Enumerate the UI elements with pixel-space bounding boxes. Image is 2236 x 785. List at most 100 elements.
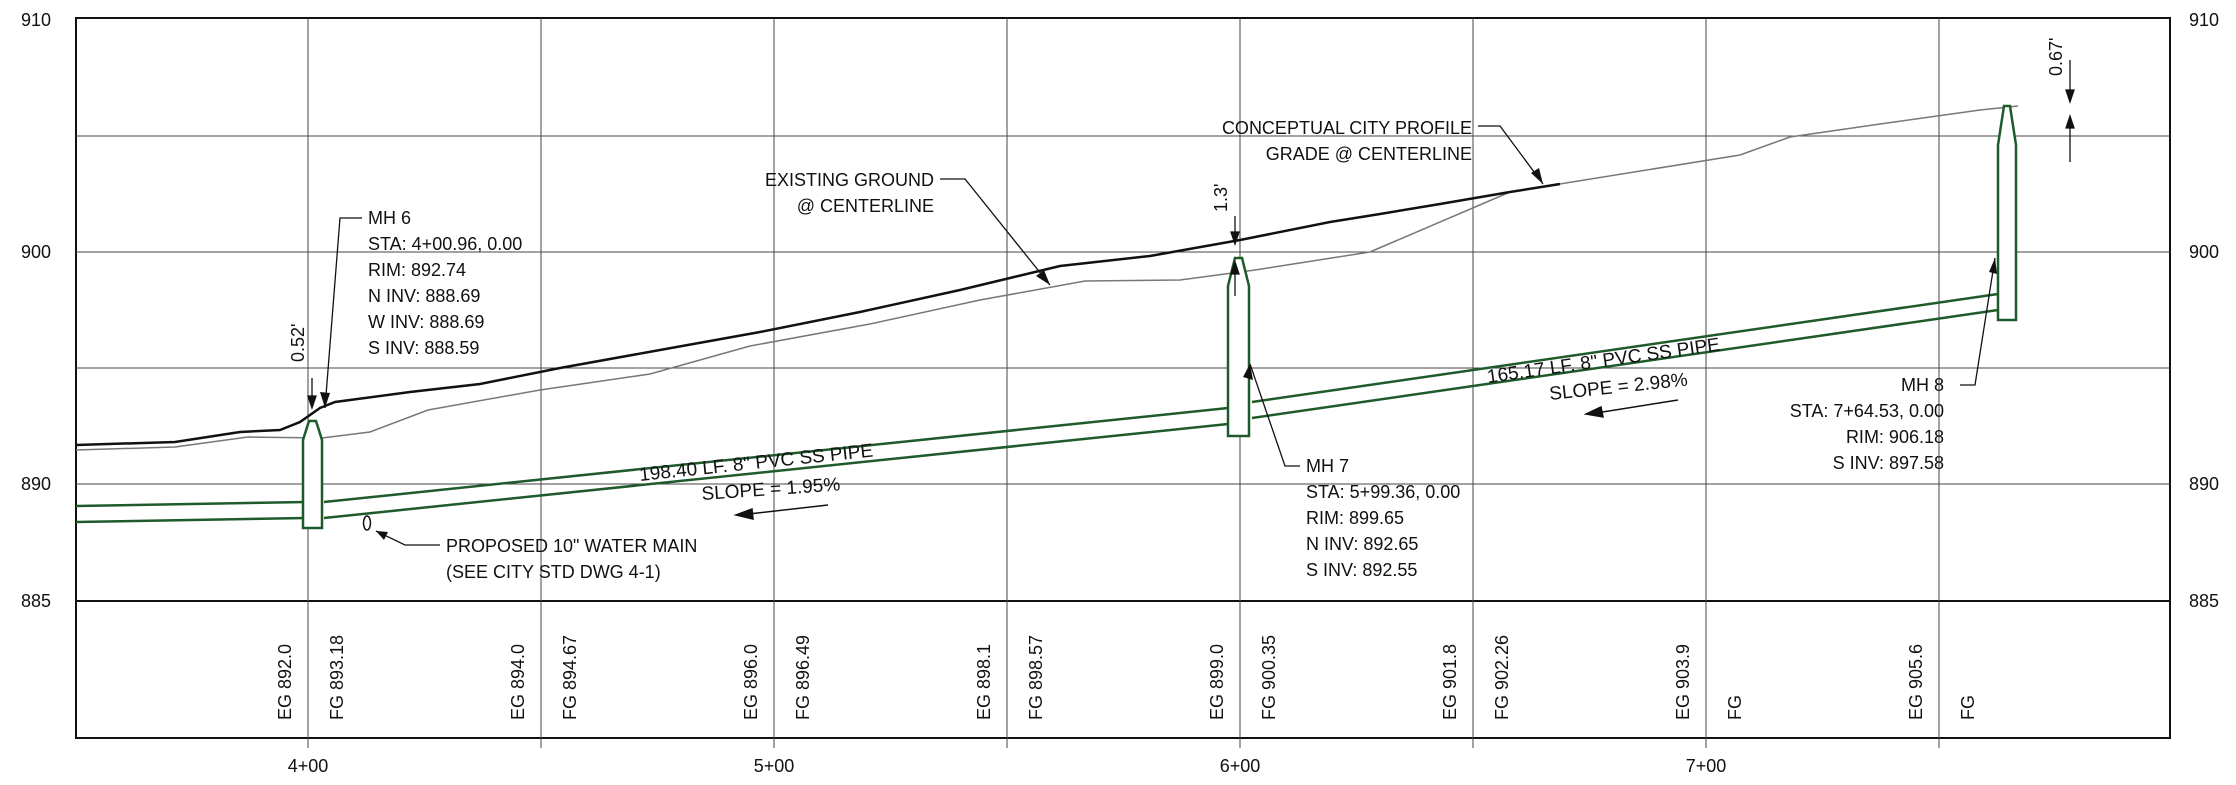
bottom-label-fg-blank-2: FG — [1958, 695, 1978, 720]
sewer-pipes — [75, 292, 1999, 524]
pipe-west-top — [75, 500, 307, 508]
dimension-markers — [307, 60, 2075, 411]
pipe-2-bottom — [1251, 308, 1999, 420]
manhole-6-icon — [301, 419, 324, 530]
mh8-callout: MH 8 STA: 7+64.53, 0.00 RIM: 906.18 S IN… — [1790, 375, 1944, 473]
elev-910-left: 910 — [21, 10, 51, 30]
arrow-conceptual — [1531, 168, 1543, 184]
bottom-label-fg-900: FG 900.35 — [1259, 635, 1279, 720]
mh7-rim: RIM: 899.65 — [1306, 508, 1404, 528]
station-400: 4+00 — [288, 756, 329, 776]
slope-arrow-1-line — [739, 504, 829, 516]
water-main-line-1: PROPOSED 10" WATER MAIN — [446, 536, 697, 556]
elev-910-right: 910 — [2189, 10, 2219, 30]
leader-mh8 — [1960, 257, 1996, 386]
existing-ground-line-1: EXISTING GROUND — [765, 170, 934, 190]
dim-mh8-arrow-top — [2065, 89, 2075, 105]
bottom-label-eg-905: EG 905.6 — [1906, 644, 1926, 720]
manhole-7-icon — [1226, 256, 1251, 438]
existing-ground-callout: EXISTING GROUND @ CENTERLINE — [765, 170, 934, 216]
mh7-s-inv: S INV: 892.55 — [1306, 560, 1417, 580]
bottom-label-eg-896: EG 896.0 — [741, 644, 761, 720]
existing-ground-line-2: @ CENTERLINE — [797, 196, 934, 216]
station-700: 7+00 — [1686, 756, 1727, 776]
slope-arrow-2-line — [1589, 399, 1679, 415]
leader-arrowheads — [320, 168, 1997, 540]
dim-mh8-arrow-bottom — [2065, 113, 2075, 129]
arrow-existing-ground — [1036, 270, 1050, 285]
mh6-sta: STA: 4+00.96, 0.00 — [368, 234, 522, 254]
leader-conceptual — [1478, 125, 1544, 185]
conceptual-line-2: GRADE @ CENTERLINE — [1266, 144, 1472, 164]
mh6-callout: MH 6 STA: 4+00.96, 0.00 RIM: 892.74 N IN… — [368, 208, 522, 358]
leader-lines — [324, 125, 1996, 546]
mh8-title: MH 8 — [1901, 375, 1944, 395]
mh6-n-inv: N INV: 888.69 — [368, 286, 480, 306]
elev-900-left: 900 — [21, 242, 51, 262]
mh6-s-inv: S INV: 888.59 — [368, 338, 479, 358]
bottom-label-fg-893: FG 893.18 — [327, 635, 347, 720]
slope-arrow-2-head — [1583, 405, 1604, 418]
manhole-8-icon — [1996, 104, 2018, 322]
existing-ground-line — [75, 105, 2019, 451]
vertical-grid — [307, 18, 1940, 748]
dim-mh6-text: 0.52' — [288, 324, 308, 362]
leader-existing-ground — [940, 178, 1051, 286]
pipe-1-bottom — [323, 422, 1229, 520]
water-main-line-2: (SEE CITY STD DWG 4-1) — [446, 562, 661, 582]
elev-890-right: 890 — [2189, 474, 2219, 494]
conceptual-profile-line — [75, 182, 1561, 447]
elev-885-right: 885 — [2189, 591, 2219, 611]
dim-mh6-arrow — [307, 395, 317, 411]
drawing-frame — [75, 17, 2171, 739]
pipe-west-bottom — [75, 516, 307, 524]
mh8-rim: RIM: 906.18 — [1846, 427, 1944, 447]
mh6-w-inv: W INV: 888.69 — [368, 312, 484, 332]
bottom-label-eg-901: EG 901.8 — [1440, 644, 1460, 720]
slope-arrows — [733, 399, 1679, 520]
leader-mh7 — [1249, 363, 1300, 467]
bottom-label-eg-903: EG 903.9 — [1673, 644, 1693, 720]
water-main-icon — [362, 515, 372, 531]
arrow-mh6 — [320, 392, 330, 408]
mh8-s-inv: S INV: 897.58 — [1833, 453, 1944, 473]
mh6-title: MH 6 — [368, 208, 411, 228]
water-main-callout: PROPOSED 10" WATER MAIN (SEE CITY STD DW… — [446, 536, 697, 582]
mh7-n-inv: N INV: 892.65 — [1306, 534, 1418, 554]
mh7-sta: STA: 5+99.36, 0.00 — [1306, 482, 1460, 502]
elev-900-right: 900 — [2189, 242, 2219, 262]
mh8-sta: STA: 7+64.53, 0.00 — [1790, 401, 1944, 421]
conceptual-line-1: CONCEPTUAL CITY PROFILE — [1222, 118, 1472, 138]
leader-mh6 — [324, 217, 362, 409]
arrow-water-main — [376, 531, 388, 540]
mh6-rim: RIM: 892.74 — [368, 260, 466, 280]
bottom-label-eg-892: EG 892.0 — [275, 644, 295, 720]
arrow-mh7 — [1243, 364, 1253, 380]
bottom-label-fg-902: FG 902.26 — [1492, 635, 1512, 720]
dim-mh7-arrow-b — [1230, 259, 1240, 275]
pipe-1-slope: SLOPE = 1.95% — [701, 474, 841, 505]
bottom-label-fg-898: FG 898.57 — [1026, 635, 1046, 720]
pipe-1-top — [323, 406, 1229, 504]
bottom-label-eg-898: EG 898.1 — [974, 644, 994, 720]
conceptual-callout: CONCEPTUAL CITY PROFILE GRADE @ CENTERLI… — [1222, 118, 1472, 164]
bottom-label-eg-894: EG 894.0 — [508, 644, 528, 720]
station-600: 6+00 — [1220, 756, 1261, 776]
mh7-title: MH 7 — [1306, 456, 1349, 476]
station-500: 5+00 — [754, 756, 795, 776]
bottom-label-fg-896: FG 896.49 — [793, 635, 813, 720]
bottom-label-eg-899: EG 899.0 — [1207, 644, 1227, 720]
arrow-mh8 — [1989, 258, 1997, 274]
slope-arrow-1-head — [733, 507, 754, 520]
dim-mh7-arrow — [1230, 231, 1240, 247]
dim-mh8-text: 0.67' — [2046, 38, 2066, 76]
horizontal-grid — [76, 135, 2170, 485]
dim-mh7-text: 1.3' — [1211, 184, 1231, 212]
bottom-label-fg-894: FG 894.67 — [560, 635, 580, 720]
mh7-callout: MH 7 STA: 5+99.36, 0.00 RIM: 899.65 N IN… — [1306, 456, 1460, 580]
elev-885-left: 885 — [21, 591, 51, 611]
bottom-label-fg-blank-1: FG — [1725, 695, 1745, 720]
elev-890-left: 890 — [21, 474, 51, 494]
